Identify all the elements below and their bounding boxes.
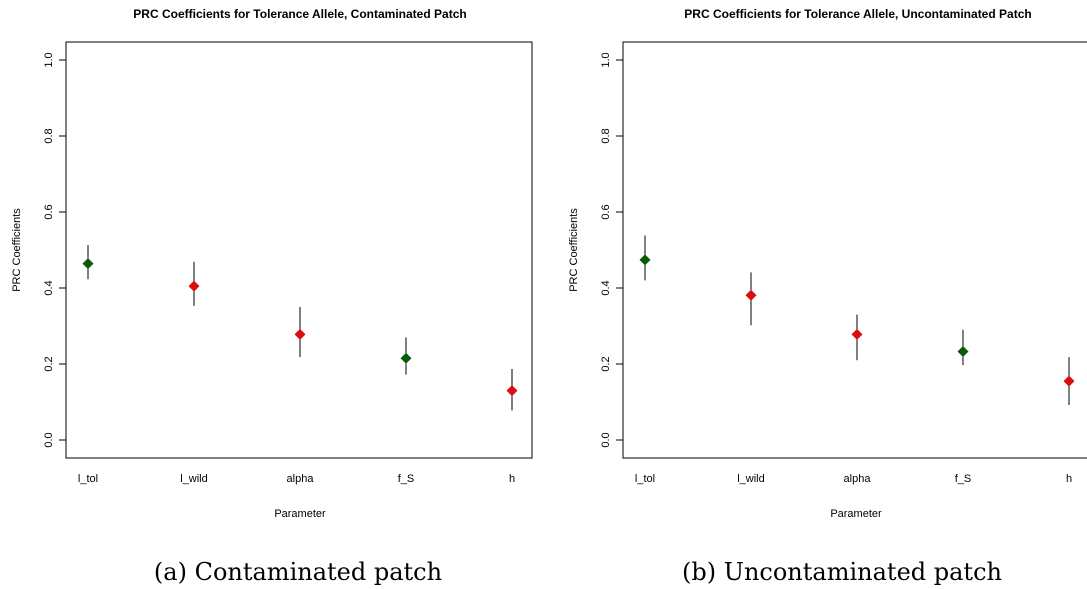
- x-axis: l_tol l_wild alpha f_S h: [635, 473, 1072, 485]
- x-tick-label: alpha: [287, 473, 315, 485]
- y-tick-label: 0.8: [43, 128, 55, 143]
- error-bars: [87, 245, 513, 411]
- y-tick-label: 1.0: [43, 52, 55, 67]
- data-point: [957, 345, 969, 357]
- data-point: [745, 289, 757, 301]
- x-tick-label: l_wild: [180, 473, 208, 485]
- x-axis: l_tol l_wild alpha f_S h: [78, 473, 515, 485]
- chart-title: PRC Coefficients for Tolerance Allele, C…: [133, 7, 466, 21]
- chart-panel-contaminated: PRC Coefficients for Tolerance Allele, C…: [11, 7, 533, 586]
- x-axis-label: Parameter: [830, 508, 882, 520]
- data-point: [1063, 375, 1075, 387]
- plot-frame: [622, 41, 1087, 459]
- y-tick-label: 0.2: [43, 356, 55, 371]
- data-point: [506, 385, 518, 397]
- y-axis-label: PRC Coefficients: [568, 208, 580, 292]
- x-tick-label: alpha: [844, 473, 872, 485]
- x-tick-label: h: [509, 473, 515, 485]
- y-tick-label: 0.0: [600, 432, 612, 447]
- data-point: [294, 328, 306, 340]
- data-points: [82, 258, 518, 397]
- y-tick-label: 0.6: [600, 204, 612, 219]
- y-tick-label: 0.4: [600, 280, 612, 295]
- y-axis: 0.0 0.2 0.4 0.6 0.8 1.0: [600, 52, 624, 448]
- data-point: [188, 280, 200, 292]
- y-tick-label: 1.0: [600, 52, 612, 67]
- x-tick-label: l_wild: [737, 473, 765, 485]
- y-tick-label: 0.0: [43, 432, 55, 447]
- y-tick-label: 0.8: [600, 128, 612, 143]
- y-tick-label: 0.6: [43, 204, 55, 219]
- x-tick-label: l_tol: [635, 473, 655, 485]
- y-tick-label: 0.2: [600, 356, 612, 371]
- y-axis-label: PRC Coefficients: [11, 208, 23, 292]
- x-axis-label: Parameter: [274, 508, 326, 520]
- data-point: [82, 258, 94, 270]
- y-axis: 0.0 0.2 0.4 0.6 0.8 1.0: [43, 52, 67, 448]
- chart-panel-uncontaminated: PRC Coefficients for Tolerance Allele, U…: [568, 7, 1087, 586]
- chart-title: PRC Coefficients for Tolerance Allele, U…: [684, 7, 1031, 21]
- x-tick-label: l_tol: [78, 473, 98, 485]
- figure-caption: (b) Uncontaminated patch: [682, 558, 1002, 586]
- x-tick-label: f_S: [955, 473, 972, 485]
- y-tick-label: 0.4: [43, 280, 55, 295]
- plot-frame: [65, 41, 533, 459]
- data-points: [639, 254, 1075, 387]
- data-point: [851, 328, 863, 340]
- data-point: [400, 352, 412, 364]
- figure-caption: (a) Contaminated patch: [154, 558, 442, 586]
- data-point: [639, 254, 651, 266]
- x-tick-label: f_S: [398, 473, 415, 485]
- error-bars: [644, 235, 1070, 406]
- x-tick-label: h: [1066, 473, 1072, 485]
